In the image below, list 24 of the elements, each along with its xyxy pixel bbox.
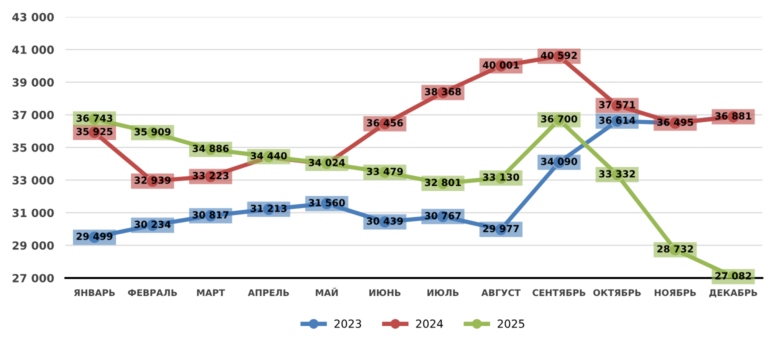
y-tick-label: 33 000	[12, 176, 54, 184]
x-tick-label: АВГУСТ	[481, 289, 521, 296]
x-tick-label: МАРТ	[197, 289, 225, 296]
y-tick-label: 41 000	[12, 46, 54, 54]
x-tick-label: СЕНТЯБРЬ	[532, 289, 586, 296]
legend-label: 2025	[498, 320, 524, 328]
x-tick-label: ДЕКАБРЬ	[709, 289, 758, 298]
y-tick-label: 31 000	[12, 208, 54, 218]
x-tick-label: АПРЕЛЬ	[248, 289, 289, 296]
legend-label: 2024	[416, 320, 443, 328]
legend-label: 2023	[334, 320, 362, 328]
y-tick-label: 27 000	[12, 274, 54, 282]
x-tick-label: ОКТЯБРЬ	[593, 289, 641, 296]
y-tick-label: 43 000	[12, 12, 54, 22]
y-tick-label: 29 000	[12, 241, 54, 250]
x-tick-label: ЯНВАРЬ	[74, 289, 115, 296]
x-tick-label: ИЮНЬ	[369, 289, 400, 296]
x-tick-label: МАЙ	[316, 288, 338, 296]
x-tick-label: ФЕВРАЛЬ	[128, 289, 177, 296]
x-tick-label: НОЯБРЬ	[654, 289, 696, 296]
y-tick-label: 39 000	[12, 78, 54, 87]
x-tick-label: ИЮЛЬ	[427, 289, 459, 296]
y-tick-label: 37 000	[12, 110, 54, 120]
y-tick-label: 35 000	[12, 143, 54, 152]
